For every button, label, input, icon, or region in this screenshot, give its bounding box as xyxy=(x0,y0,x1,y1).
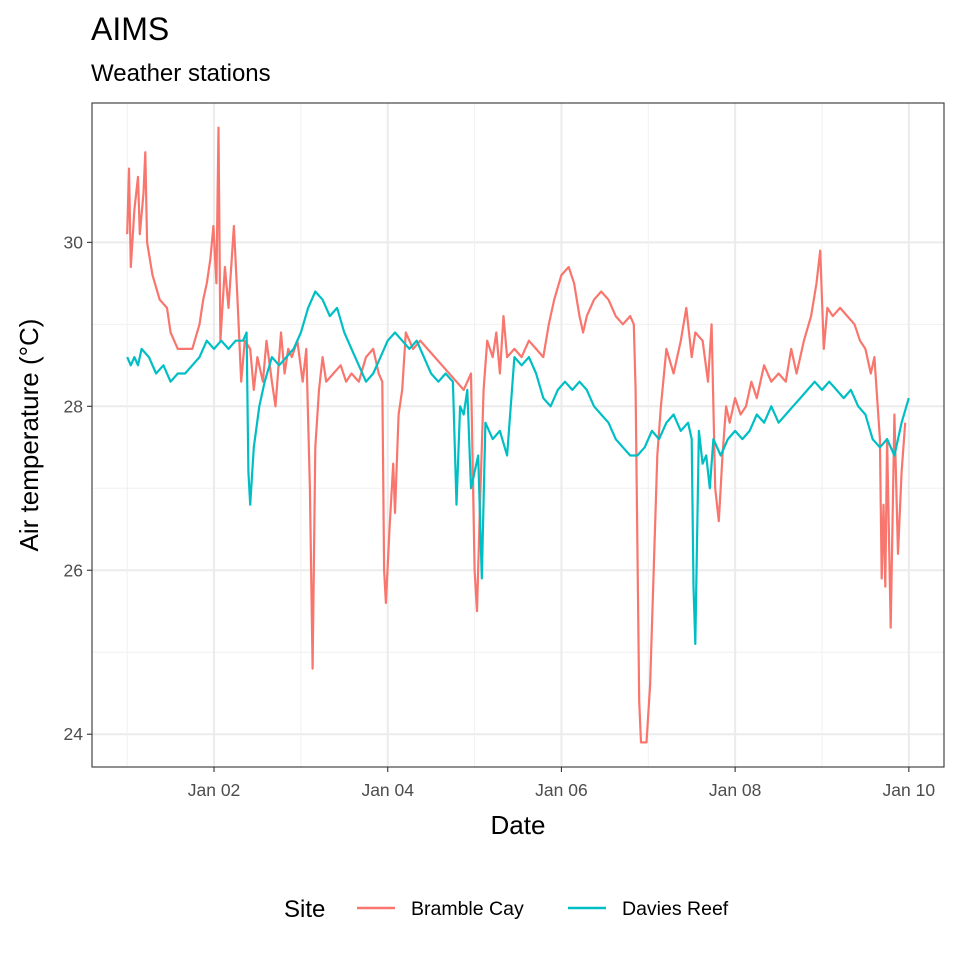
y-tick-label: 24 xyxy=(64,724,84,744)
legend-item-davies-reef: Davies Reef xyxy=(568,898,729,920)
legend-label-davies-reef: Davies Reef xyxy=(622,898,729,920)
legend: Site Bramble Cay Davies Reef xyxy=(284,896,729,923)
x-tick-label: Jan 04 xyxy=(361,780,414,800)
chart-subtitle: Weather stations xyxy=(91,60,271,87)
series-line-bramble-cay xyxy=(126,126,907,744)
series-line-davies-reef xyxy=(126,290,910,646)
x-tick-label: Jan 08 xyxy=(709,780,762,800)
legend-item-bramble-cay: Bramble Cay xyxy=(357,898,524,920)
y-axis: 24 26 28 30 xyxy=(64,232,92,744)
x-tick-label: Jan 10 xyxy=(883,780,936,800)
y-tick-label: 30 xyxy=(64,232,84,252)
plot-background xyxy=(92,103,944,767)
x-tick-label: Jan 02 xyxy=(188,780,241,800)
legend-title: Site xyxy=(284,896,325,923)
y-tick-label: 28 xyxy=(64,396,83,416)
y-axis-title: Air temperature (°C) xyxy=(14,319,44,552)
x-axis-title: Date xyxy=(491,810,546,840)
series-lines xyxy=(126,126,910,744)
chart-title: AIMS xyxy=(91,11,169,47)
y-tick-label: 26 xyxy=(64,560,83,580)
x-tick-label: Jan 06 xyxy=(535,780,588,800)
plot-border xyxy=(91,102,945,768)
x-axis: Jan 02 Jan 04 Jan 06 Jan 08 Jan 10 xyxy=(188,767,936,800)
legend-label-bramble-cay: Bramble Cay xyxy=(411,898,524,920)
